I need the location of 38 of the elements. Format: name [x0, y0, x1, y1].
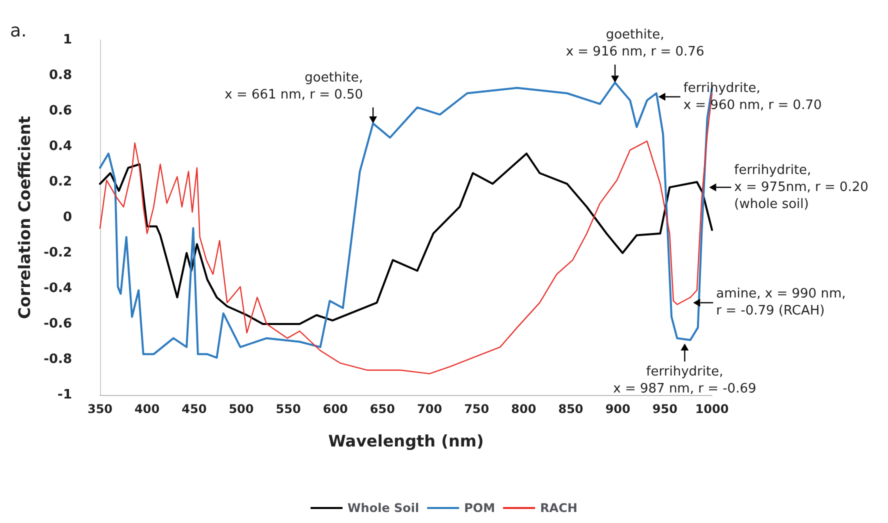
- x-tick-label: 850: [558, 402, 584, 416]
- x-tick-label: 350: [87, 402, 113, 416]
- annotation: goethite, x = 661 nm, r = 0.50: [224, 70, 364, 102]
- annotation: goethite, x = 916 nm, r = 0.76: [566, 28, 704, 60]
- line-series: [99, 152, 713, 325]
- annotation: ferrihydrite, x = 987 nm, r = -0.69: [613, 364, 756, 397]
- x-tick-label: 400: [134, 402, 160, 416]
- x-tick-label: 900: [605, 402, 630, 416]
- legend-label: RACH: [540, 501, 578, 515]
- y-tick-label: -0.8: [44, 352, 72, 367]
- legend-label: Whole Soil: [348, 501, 420, 515]
- x-tick-label: 650: [370, 402, 395, 416]
- x-tick-label: 600: [322, 402, 348, 416]
- x-axis-title: Wavelength (nm): [328, 432, 484, 450]
- y-tick-label: 0: [62, 210, 72, 225]
- x-tick-label: 1000: [695, 402, 729, 416]
- y-tick-label: 0.6: [48, 104, 72, 118]
- x-tick-label: 450: [182, 402, 207, 416]
- y-axis-title: Correlation Coefficient: [15, 116, 34, 320]
- y-tick-label: 0.8: [48, 68, 72, 83]
- x-tick-label: 500: [228, 402, 254, 416]
- y-tick-label: 0.2: [48, 174, 72, 190]
- x-tick-label: 750: [464, 402, 490, 416]
- x-tick-label: 550: [276, 402, 301, 416]
- x-tick-label: 700: [417, 402, 442, 416]
- annotation: ferrihydrite, x = 960 nm, r = 0.70: [683, 80, 822, 113]
- x-tick-label: 800: [511, 402, 536, 416]
- legend-label: POM: [464, 501, 496, 515]
- annotation: amine, x = 990 nm, r = -0.79 (RCAH): [716, 286, 846, 319]
- annotation: ferrihydrite, x = 975nm, r = 0.20 (whole soil): [734, 162, 868, 212]
- y-tick-label: -1: [58, 388, 72, 402]
- y-tick-label: -0.4: [44, 281, 72, 296]
- y-tick-label: 1: [62, 32, 72, 48]
- x-tick-label: 950: [652, 402, 678, 416]
- text: a.: [10, 20, 27, 42]
- y-tick-label: 0.4: [48, 139, 72, 154]
- y-tick-label: -0.2: [44, 246, 72, 260]
- y-tick-label: -0.6: [44, 316, 72, 332]
